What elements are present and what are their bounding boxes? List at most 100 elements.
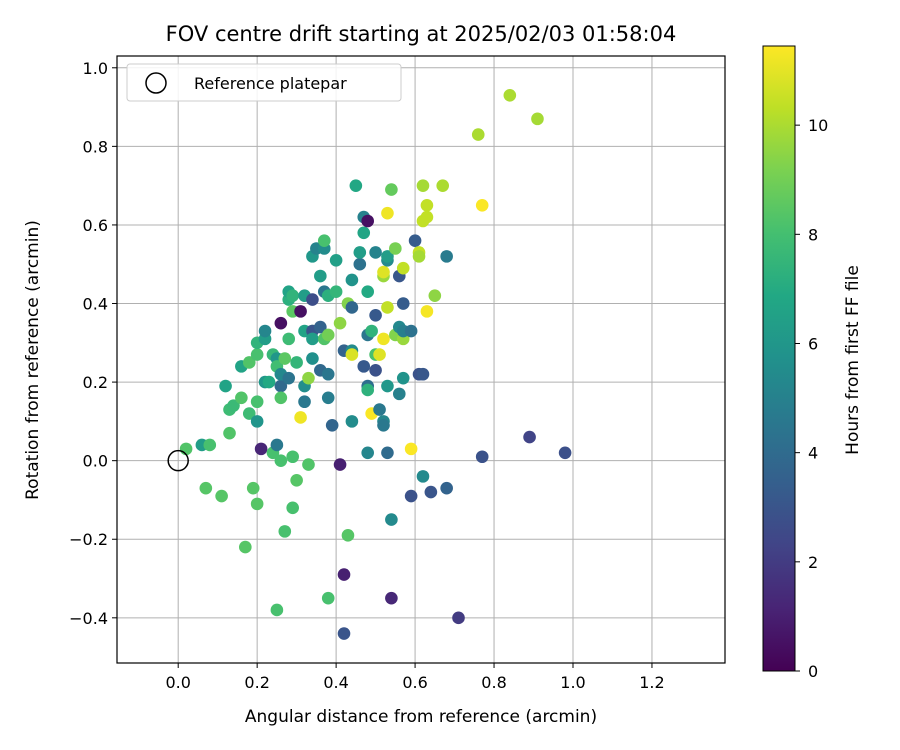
data-point	[298, 395, 311, 409]
data-point	[282, 371, 296, 385]
data-point	[353, 257, 367, 271]
data-point	[345, 415, 359, 428]
data-points	[179, 88, 572, 640]
data-point	[250, 497, 264, 511]
data-point	[235, 391, 248, 405]
grid-lines	[117, 56, 725, 663]
data-point	[179, 442, 193, 456]
data-point	[523, 430, 536, 444]
data-point	[377, 332, 390, 346]
y-tick-label: 0.4	[83, 295, 108, 314]
x-tick-label: 0.2	[244, 673, 269, 692]
data-point	[306, 293, 319, 306]
data-point	[274, 454, 288, 467]
data-point	[294, 305, 307, 318]
data-point	[420, 210, 434, 224]
data-point	[223, 426, 236, 440]
colorbar-tick-label: 10	[808, 116, 828, 135]
data-point	[396, 371, 410, 385]
colorbar-tick-label: 0	[808, 662, 818, 681]
data-point	[203, 438, 217, 452]
data-point	[416, 367, 430, 381]
data-point	[416, 179, 430, 192]
data-point	[424, 485, 438, 499]
data-point	[290, 474, 303, 487]
data-point	[357, 360, 371, 373]
data-point	[381, 206, 394, 220]
y-tick-label: 0.0	[83, 452, 108, 471]
data-point	[369, 364, 382, 377]
data-point	[337, 627, 351, 640]
data-point	[321, 328, 335, 342]
data-point	[258, 324, 272, 338]
data-point	[329, 253, 343, 267]
x-tick-label: 0.0	[165, 673, 190, 692]
y-tick-label: −0.4	[69, 609, 108, 628]
data-point	[274, 316, 288, 330]
data-point	[321, 367, 335, 381]
data-point	[357, 226, 371, 240]
data-point	[242, 356, 256, 369]
y-axis-ticks: −0.4 −0.2 0.0 0.2 0.4 0.6 0.8 1.0	[69, 59, 117, 628]
data-point	[215, 489, 228, 503]
colorbar: 0 2 4 6 8 10 Hours from first FF file	[762, 45, 863, 681]
y-tick-label: 0.2	[83, 373, 108, 392]
colorbar-tick-label: 2	[808, 553, 818, 572]
data-point	[227, 399, 240, 412]
data-point	[436, 179, 450, 192]
data-point	[329, 285, 343, 299]
legend-box	[126, 63, 402, 102]
data-point	[274, 391, 288, 405]
data-point	[361, 383, 375, 397]
data-point	[246, 481, 260, 495]
data-point	[270, 603, 284, 617]
legend: Reference platepar	[126, 63, 402, 102]
data-point	[377, 419, 390, 432]
x-tick-label: 1.0	[560, 673, 585, 692]
data-point	[290, 356, 303, 369]
chart-title: FOV centre drift starting at 2025/02/03 …	[166, 22, 677, 46]
colorbar-tick-label: 4	[808, 444, 818, 463]
data-point	[219, 379, 232, 393]
data-point	[250, 348, 264, 361]
data-point	[440, 481, 453, 495]
data-point	[333, 458, 347, 471]
data-point	[294, 411, 307, 424]
data-point	[389, 242, 402, 255]
data-point	[385, 591, 398, 605]
data-point	[408, 234, 422, 247]
y-tick-label: −0.2	[69, 530, 108, 549]
y-tick-label: 0.6	[83, 216, 108, 235]
data-point	[558, 446, 572, 460]
data-point	[321, 591, 335, 605]
data-point	[452, 611, 465, 625]
x-tick-label: 0.6	[402, 673, 427, 692]
data-point	[317, 234, 331, 247]
x-tick-label: 0.8	[481, 673, 506, 692]
data-point	[361, 214, 375, 228]
data-point	[381, 301, 394, 314]
data-point	[278, 525, 292, 538]
data-point	[385, 513, 398, 526]
data-point	[420, 305, 434, 318]
data-point	[314, 269, 327, 283]
data-point	[471, 128, 485, 141]
data-point	[381, 446, 394, 460]
data-point	[381, 379, 394, 393]
data-point	[250, 415, 264, 428]
data-point	[420, 198, 434, 212]
data-point	[337, 568, 351, 581]
data-point	[302, 458, 315, 471]
data-point	[475, 450, 489, 464]
data-point	[404, 489, 418, 503]
data-point	[250, 395, 264, 409]
data-point	[239, 540, 252, 554]
data-point	[373, 348, 386, 361]
legend-entry-reference-platepar: Reference platepar	[194, 74, 347, 93]
data-point	[365, 324, 378, 338]
x-tick-label: 1.2	[639, 673, 664, 692]
data-point	[274, 379, 288, 393]
data-point	[242, 407, 256, 420]
data-point	[416, 470, 430, 483]
plot-frame	[116, 55, 726, 664]
